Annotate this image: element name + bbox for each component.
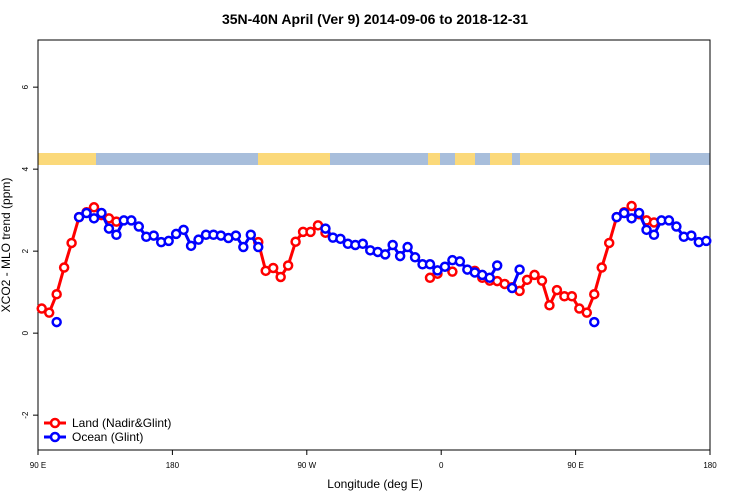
data-point <box>387 239 398 251</box>
data-point <box>81 207 92 219</box>
data-point <box>589 316 600 328</box>
y-tick-label: 0 <box>21 330 30 335</box>
data-point <box>51 288 62 300</box>
data-point <box>148 230 159 241</box>
data-point <box>596 262 607 273</box>
data-point <box>88 213 100 224</box>
x-axis-label: Longitude (deg E) <box>327 477 422 491</box>
y-axis-label: XCO2 - MLO trend (ppm) <box>0 178 13 313</box>
data-point <box>253 241 264 253</box>
data-point <box>73 211 85 223</box>
data-point <box>58 262 70 273</box>
data-point <box>514 264 525 275</box>
land-band <box>490 153 512 165</box>
data-point <box>626 213 637 224</box>
data-point <box>170 228 182 240</box>
data-point <box>611 211 622 223</box>
legend-label: Ocean (Glint) <box>72 430 143 444</box>
data-point <box>111 229 122 240</box>
land-band <box>428 153 440 165</box>
data-point <box>267 262 279 274</box>
y-tick-label: 6 <box>21 84 30 89</box>
data-point <box>103 223 115 234</box>
data-point <box>320 223 331 234</box>
data-point <box>238 241 249 253</box>
data-point <box>193 234 204 245</box>
x-tick-label: 180 <box>703 461 717 470</box>
data-point <box>454 256 466 267</box>
data-point <box>589 288 600 300</box>
x-tick-label: 90 W <box>297 461 316 470</box>
data-point <box>402 241 413 253</box>
data-point <box>536 275 548 286</box>
data-point <box>439 261 451 272</box>
data-point <box>566 291 578 302</box>
data-point <box>230 230 242 241</box>
data-point <box>633 207 645 219</box>
data-point <box>335 233 346 245</box>
x-tick-label: 90 E <box>567 461 583 470</box>
data-point <box>671 221 682 232</box>
land-band <box>258 153 330 165</box>
data-point <box>126 215 137 226</box>
land-band <box>38 153 96 165</box>
data-point <box>701 235 712 247</box>
data-point <box>96 207 107 219</box>
data-point <box>529 269 540 281</box>
land-band <box>455 153 475 165</box>
data-point <box>626 200 637 212</box>
data-point <box>491 260 503 271</box>
data-point <box>51 316 62 328</box>
x-tick-label: 90 E <box>30 461 46 470</box>
y-tick-label: 4 <box>21 166 30 171</box>
data-point <box>581 307 593 318</box>
map-strip <box>38 153 710 165</box>
data-point <box>484 272 495 284</box>
land-band <box>520 153 650 165</box>
data-point <box>447 266 458 277</box>
data-point <box>88 202 100 213</box>
data-point <box>506 282 518 294</box>
legend-label: Land (Nadir&Glint) <box>72 416 171 430</box>
x-tick-label: 0 <box>439 461 444 470</box>
data-point <box>424 259 436 270</box>
data-point <box>305 226 316 238</box>
data-point <box>163 235 174 247</box>
y-tick-label: -2 <box>21 411 30 419</box>
data-point <box>648 229 660 240</box>
x-tick-label: 180 <box>166 461 180 470</box>
legend-marker <box>49 431 61 443</box>
data-point <box>603 237 615 249</box>
chart-title: 35N-40N April (Ver 9) 2014-09-06 to 2018… <box>222 11 528 27</box>
plot-frame <box>37 39 711 451</box>
data-point <box>185 240 197 252</box>
data-point <box>275 271 286 283</box>
data-point <box>424 272 436 284</box>
y-tick-label: 2 <box>21 248 30 253</box>
data-point <box>66 237 77 249</box>
data-point <box>379 249 391 260</box>
data-point <box>521 274 533 286</box>
data-point <box>618 207 630 219</box>
data-point <box>36 303 47 314</box>
data-point <box>686 230 697 241</box>
data-point <box>544 300 555 311</box>
data-point <box>663 215 675 226</box>
data-point <box>357 238 369 250</box>
data-point <box>282 260 294 271</box>
data-point <box>641 224 652 236</box>
legend-marker <box>49 417 61 429</box>
data-point <box>178 224 189 236</box>
data-point <box>133 221 145 232</box>
data-point <box>43 307 55 318</box>
data-point <box>409 252 421 263</box>
data-point <box>551 284 563 296</box>
data-point <box>394 250 406 262</box>
data-point <box>574 303 585 314</box>
data-point <box>245 229 257 240</box>
data-point <box>290 236 301 247</box>
